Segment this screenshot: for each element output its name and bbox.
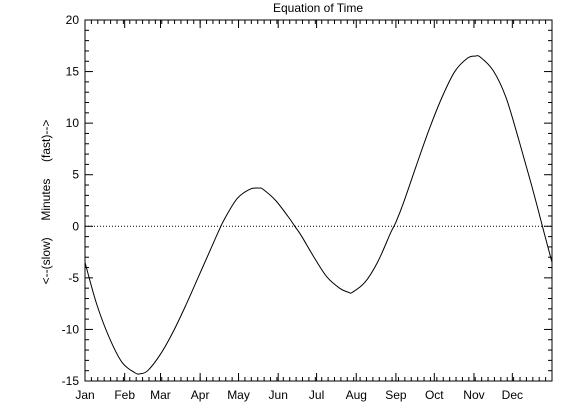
y-tick-label: -15: [62, 374, 80, 388]
y-tick-label: 15: [66, 65, 80, 79]
axis-layer: -15 -10 -5 0 5 10 15 20 Jan Feb Mar Apr May Jun Jul Aug…: [62, 13, 553, 402]
x-tick-label: Nov: [463, 388, 484, 402]
x-tick-label: Feb: [114, 388, 135, 402]
x-tick-label: Jun: [269, 388, 288, 402]
x-tick-label: Mar: [150, 388, 171, 402]
x-tick-label: Jan: [75, 388, 94, 402]
y-tick-label: -5: [68, 271, 79, 285]
x-tick-label: Aug: [346, 388, 367, 402]
series-layer: [84, 55, 553, 375]
equation-of-time-series-line: [84, 55, 553, 375]
x-tick-label: Dec: [502, 388, 523, 402]
x-tick-label: Jul: [309, 388, 324, 402]
x-tick-label: May: [227, 388, 250, 402]
chart-title: Equation of Time: [273, 1, 363, 15]
y-tick-label: -10: [62, 322, 80, 336]
y-tick-label: 0: [72, 219, 79, 233]
y-tick-label: 10: [66, 116, 80, 130]
plot-frame: [84, 19, 553, 382]
x-tick-label: Sep: [385, 388, 407, 402]
x-tick-label: Oct: [425, 388, 444, 402]
y-tick-label: 20: [66, 13, 80, 27]
y-tick-label: 5: [72, 168, 79, 182]
y-axis-label: <--(slow) Minutes (fast)-->: [39, 120, 53, 285]
x-tick-label: Apr: [191, 388, 210, 402]
